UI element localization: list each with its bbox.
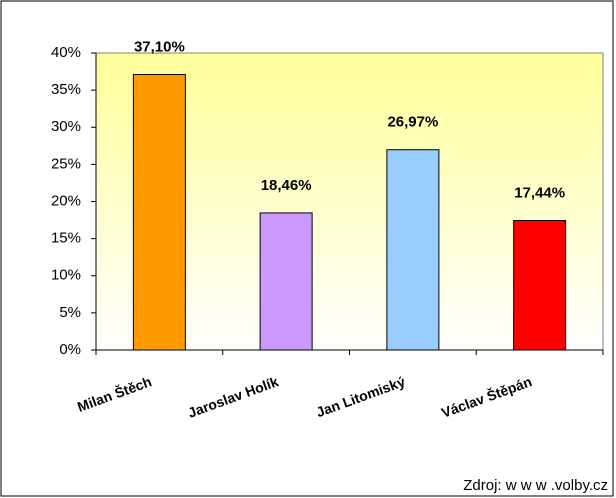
y-tick-label: 15% <box>51 230 81 247</box>
y-tick-label: 30% <box>51 118 81 135</box>
value-label: 26,97% <box>387 114 438 131</box>
y-tick-label: 10% <box>51 267 81 284</box>
bar <box>386 149 440 351</box>
bar <box>132 74 186 351</box>
value-label: 37,10% <box>134 39 185 56</box>
bar <box>259 212 313 351</box>
y-tick-label: 5% <box>59 304 81 321</box>
bar <box>513 220 567 351</box>
y-tick-label: 40% <box>51 44 81 61</box>
y-tick-label: 20% <box>51 192 81 209</box>
source-note: Zdroj: w w w .volby.cz <box>463 477 608 494</box>
y-tick-label: 25% <box>51 155 81 172</box>
value-label: 17,44% <box>514 184 565 201</box>
y-tick-label: 35% <box>51 81 81 98</box>
y-tick-label: 0% <box>59 341 81 358</box>
value-label: 18,46% <box>261 177 312 194</box>
